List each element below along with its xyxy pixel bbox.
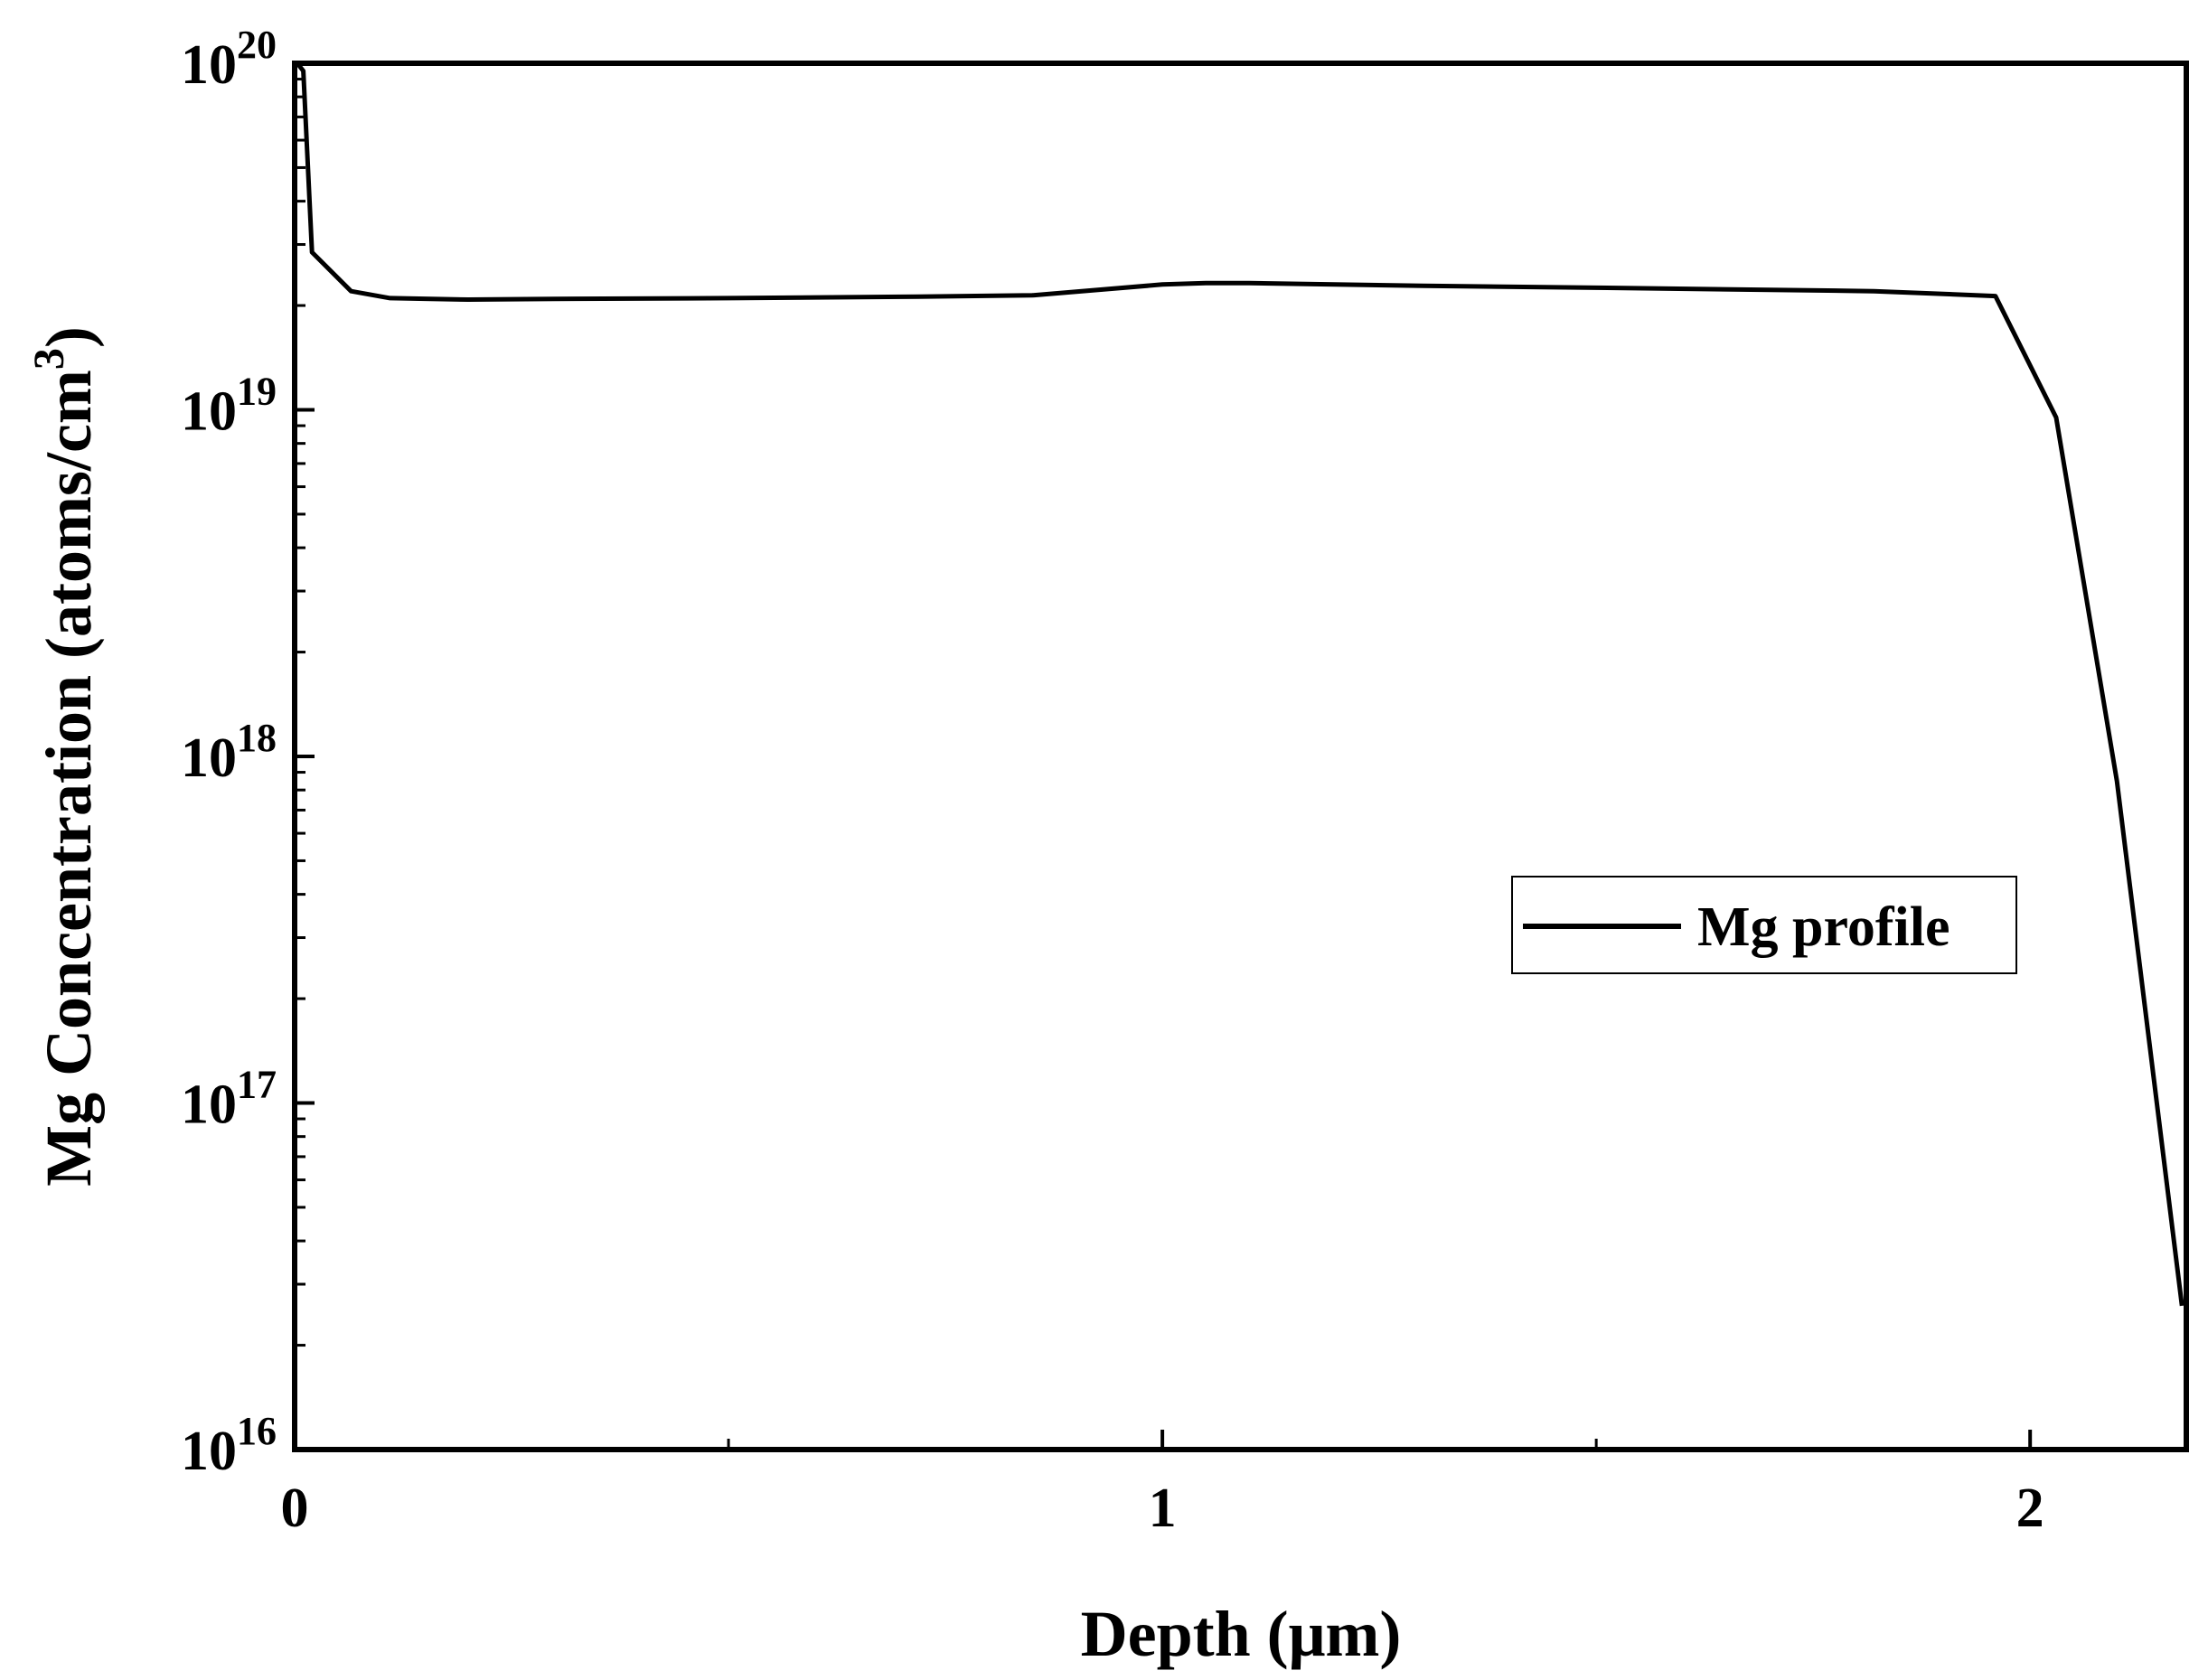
y-axis-title-main: Mg Concentration (atoms/cm (33, 370, 105, 1187)
plot-frame (292, 61, 2189, 1452)
series-line-mg-profile (295, 61, 2185, 1307)
tick-labels: 1016 1017 1018 1019 1020 0 1 2 (181, 23, 2044, 1539)
x-axis-title: Depth (μm) (1081, 1598, 1402, 1670)
y-axis-title: Mg Concentration (atoms/cm3) (25, 326, 105, 1187)
legend-label-mg-profile: Mg profile (1697, 896, 1950, 958)
y-axis-title-tail: ) (33, 326, 105, 348)
x-tick-label: 0 (281, 1478, 309, 1539)
series-layer (295, 61, 2185, 1307)
y-axis-title-superscript: 3 (25, 348, 73, 370)
x-tick-label: 1 (1149, 1478, 1177, 1539)
y-tick-label: 1020 (181, 23, 277, 96)
y-tick-label: 1019 (181, 370, 277, 443)
y-tick-label: 1018 (181, 716, 277, 789)
y-tick-label: 1016 (181, 1409, 277, 1482)
major-ticks (293, 61, 2033, 1451)
y-tick-label: 1017 (181, 1063, 277, 1136)
legend: Mg profile (1511, 876, 2017, 974)
x-tick-label: 2 (2016, 1478, 2044, 1539)
